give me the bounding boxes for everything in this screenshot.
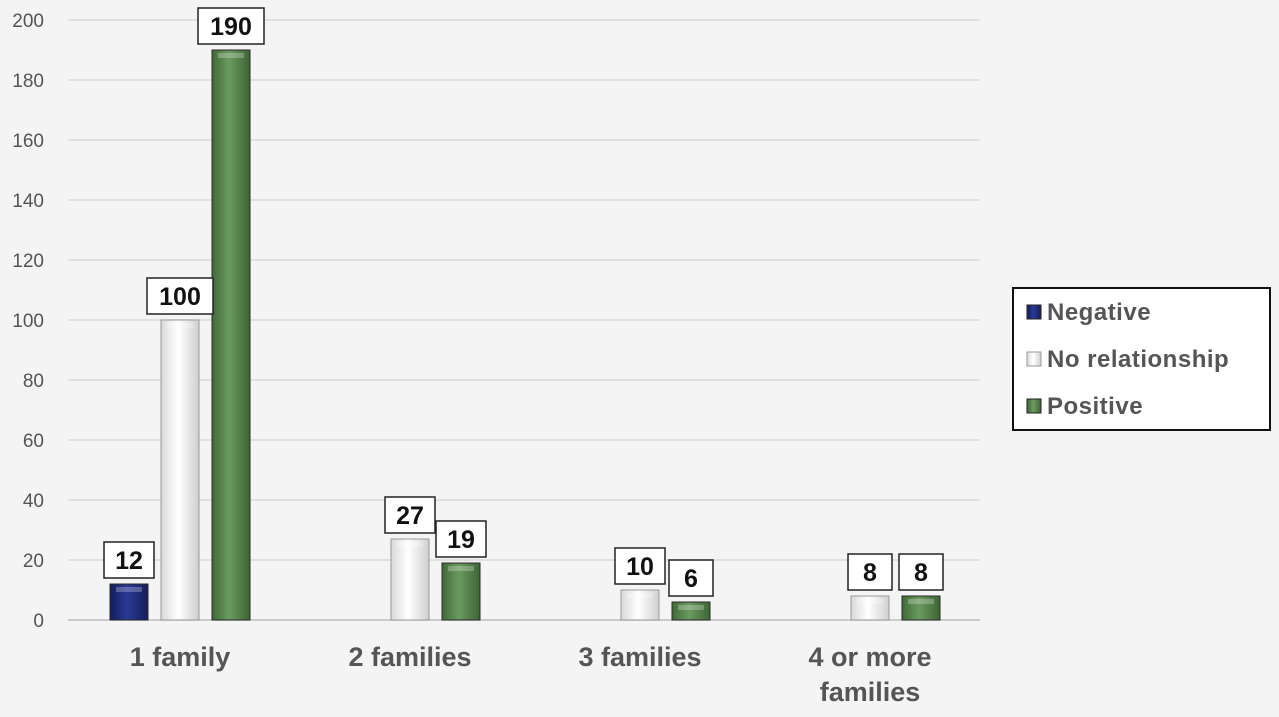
bar-positive-1 [211,49,251,621]
bar-highlight [857,599,883,604]
bar-positive-3 [671,601,711,621]
bar-highlight [678,605,704,610]
data-labels: 12 100 27 10 8 190 19 6 8 [103,7,944,597]
x-category-label: families [820,677,921,707]
legend-swatch-no-relationship [1026,351,1042,367]
data-label-box [614,547,666,585]
data-label-box [847,553,893,591]
bar-highlight [627,593,653,598]
bar-no-relationship-2 [390,538,430,621]
bar-positive-4 [901,595,941,621]
y-tick-label: 160 [12,131,44,152]
x-category-label: 1 family [130,642,231,672]
data-label-box [435,520,487,558]
legend: Negative No relationship Positive [1012,287,1271,431]
grid-lines [68,19,980,621]
data-label: 8 [863,559,877,587]
data-label: 190 [210,13,252,41]
y-tick-label: 140 [12,191,44,212]
bar-highlight [116,587,142,592]
data-label: 6 [684,565,698,593]
bar-positive-2 [441,562,481,621]
y-tick-label: 80 [23,371,44,392]
data-label: 8 [914,559,928,587]
y-tick-label: 100 [12,311,44,332]
data-label-box [103,541,155,579]
legend-label-positive: Positive [1047,393,1143,420]
y-tick-label: 180 [12,71,44,92]
bar-no-relationship-4 [850,595,890,621]
y-tick-label: 200 [12,11,44,32]
bar-highlight [397,542,423,547]
legend-box [1012,287,1271,431]
bar-highlight [448,566,474,571]
bars [109,49,941,621]
x-category-label: 3 families [578,642,701,672]
y-tick-label: 40 [23,491,44,512]
bar-no-relationship-1 [160,319,200,621]
bar-negative-1 [109,583,149,621]
legend-swatch-negative [1026,304,1042,320]
y-tick-label: 120 [12,251,44,272]
y-tick-label: 20 [23,551,44,572]
legend-label-no-relationship: No relationship [1047,346,1229,373]
x-category-label: 4 or more [808,642,931,672]
x-axis: 1 family 2 families 3 families 4 or more fam… [130,642,932,707]
bar-highlight [218,53,244,58]
legend-swatch-positive [1026,398,1042,414]
y-axis: 0 20 40 60 80 100 120 140 160 180 200 [12,11,44,632]
data-label: 12 [115,547,143,575]
bar-highlight [167,323,193,328]
y-tick-label: 60 [23,431,44,452]
data-label: 27 [396,502,424,530]
y-tick-label: 0 [33,611,44,632]
legend-label-negative: Negative [1047,299,1151,326]
data-label: 100 [159,283,201,311]
data-label-box [668,559,714,597]
data-label: 10 [626,553,654,581]
data-label-box [197,7,265,45]
bar-no-relationship-3 [620,589,660,621]
data-label-box [898,553,944,591]
data-label: 19 [447,526,475,554]
data-label-box [146,277,214,315]
bar-highlight [908,599,934,604]
x-category-label: 2 families [348,642,471,672]
data-label-box [384,496,436,534]
